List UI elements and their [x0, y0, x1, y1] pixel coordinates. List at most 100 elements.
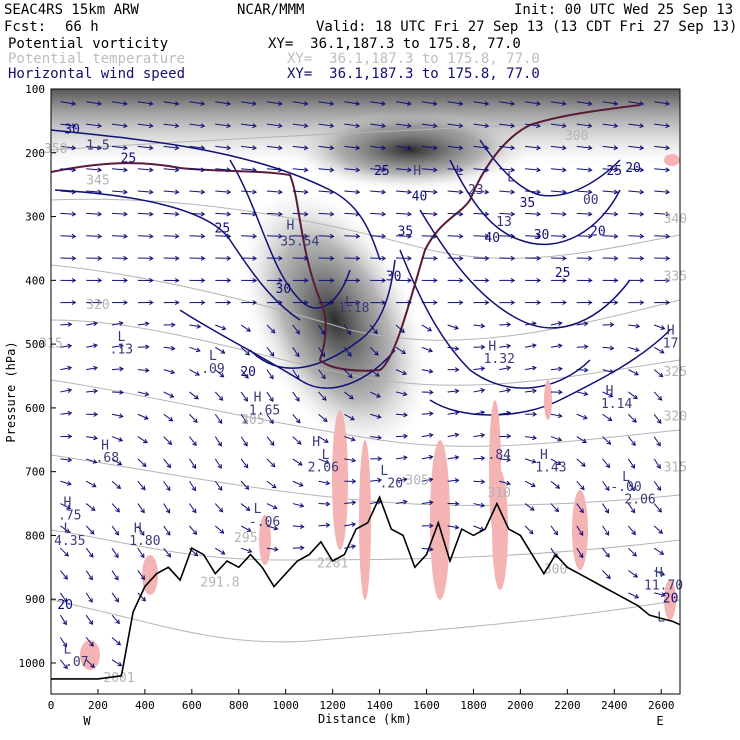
wind-vector [215, 346, 225, 354]
wind-vector-head [532, 365, 537, 371]
wind-vector [111, 101, 127, 105]
wind-vector [85, 503, 96, 511]
wind-vector-head [532, 435, 537, 441]
wind-vector [525, 190, 541, 193]
wind-vector [86, 101, 102, 105]
wind-vector [628, 324, 640, 327]
wind-vector [602, 212, 618, 215]
wind-vector-head [428, 500, 434, 506]
wind-vector [525, 390, 537, 393]
wind-vector [525, 212, 541, 215]
y-tick-label: 100 [25, 83, 45, 96]
wind-vector [344, 413, 355, 421]
wind-vector-head [226, 255, 232, 261]
wind-vector [292, 347, 300, 357]
wind-vector-head [277, 123, 283, 129]
y-tick-label: 600 [25, 402, 45, 415]
wind-vector [653, 369, 663, 377]
wind-vector-head [665, 277, 671, 283]
wind-vector-head [226, 123, 232, 129]
wind-vector-head [149, 300, 154, 306]
x-tick-label: 600 [182, 699, 202, 712]
extremum-label: H [101, 438, 109, 453]
wind-vector [550, 480, 560, 489]
wind-vector-head [608, 393, 614, 398]
wind-vector-head [63, 664, 68, 670]
wind-vector-head [639, 211, 645, 217]
wind-vector [550, 123, 566, 127]
wind-vector [447, 168, 463, 171]
wind-vector-head [166, 552, 172, 558]
extremum-label: 1.14 [601, 397, 632, 412]
wind-vector [292, 458, 303, 466]
wind-vector-head [245, 350, 250, 356]
wind-vector-head [277, 101, 283, 106]
extremum-label: L [64, 521, 72, 536]
wind-vector [266, 525, 278, 530]
wind-vector-head [115, 619, 120, 625]
wind-vector-head [402, 477, 408, 483]
wind-vector [421, 168, 437, 171]
wind-vector [447, 479, 459, 482]
wind-vector-head [604, 508, 610, 514]
wind-vector-head [92, 459, 98, 464]
wind-vector-head [658, 529, 664, 534]
wind-vector-head [140, 485, 146, 491]
wind-vector [266, 101, 282, 105]
wind-vector [60, 525, 70, 533]
wind-vector [111, 592, 119, 603]
wind-vector-head [454, 410, 460, 416]
wind-vector-head [587, 167, 593, 173]
wind-vector [137, 235, 153, 237]
wind-vector-head [480, 323, 486, 329]
wind-vector-head [174, 145, 180, 151]
extremum-label: L [64, 642, 72, 657]
wind-vector [395, 168, 411, 171]
wind-vector [421, 456, 433, 460]
wind-vector [163, 391, 174, 398]
wind-vector-head [613, 101, 619, 106]
wind-vector-head [613, 123, 619, 129]
wind-vector-head [400, 328, 405, 334]
extremum-label: 00 [583, 193, 599, 208]
wind-vector [550, 101, 566, 105]
wind-vector [395, 500, 407, 505]
wind-vector-head [480, 432, 486, 438]
wind-vector-head [536, 277, 542, 283]
wind-vector [189, 101, 205, 105]
wind-vector [163, 503, 171, 514]
wind-vector [60, 101, 76, 105]
wind-vector-head [219, 529, 225, 534]
wind-vector-head [278, 233, 283, 239]
wind-vector [550, 413, 562, 417]
wind-vector [163, 123, 179, 127]
wind-vector-head [226, 277, 232, 283]
wind-speed-label: 30 [64, 123, 80, 138]
axes: 0 200 400 600 800 1000 1200 1400 1600 1800 2000 220… [19, 83, 675, 712]
wind-vector-head [355, 189, 361, 195]
wind-vector-head [351, 478, 357, 484]
wind-vector-head [252, 189, 258, 195]
wind-vector-head [403, 455, 408, 461]
wind-vector-head [665, 255, 671, 261]
wind-vector-head [195, 371, 200, 376]
wind-vector-head [243, 463, 249, 469]
wind-vector [292, 413, 301, 424]
wind-vector [576, 369, 588, 371]
wind-vector-head [536, 255, 542, 261]
wind-vector-head [355, 145, 361, 151]
wind-vector-head [658, 372, 664, 378]
wind-vector-head [480, 388, 486, 393]
wind-vector [189, 436, 197, 446]
extremum-label: H [540, 448, 548, 463]
wind-vector-head [123, 167, 128, 173]
wind-vector-head [193, 418, 198, 424]
wind-vector [85, 659, 95, 668]
wind-vector [111, 436, 123, 442]
wind-vector-head [244, 374, 249, 379]
wind-vector-head [355, 255, 361, 261]
wind-vector-head [458, 145, 464, 151]
theta-label: 295 [234, 531, 257, 546]
wind-vector-head [562, 300, 567, 306]
wind-vector-head [246, 527, 252, 532]
